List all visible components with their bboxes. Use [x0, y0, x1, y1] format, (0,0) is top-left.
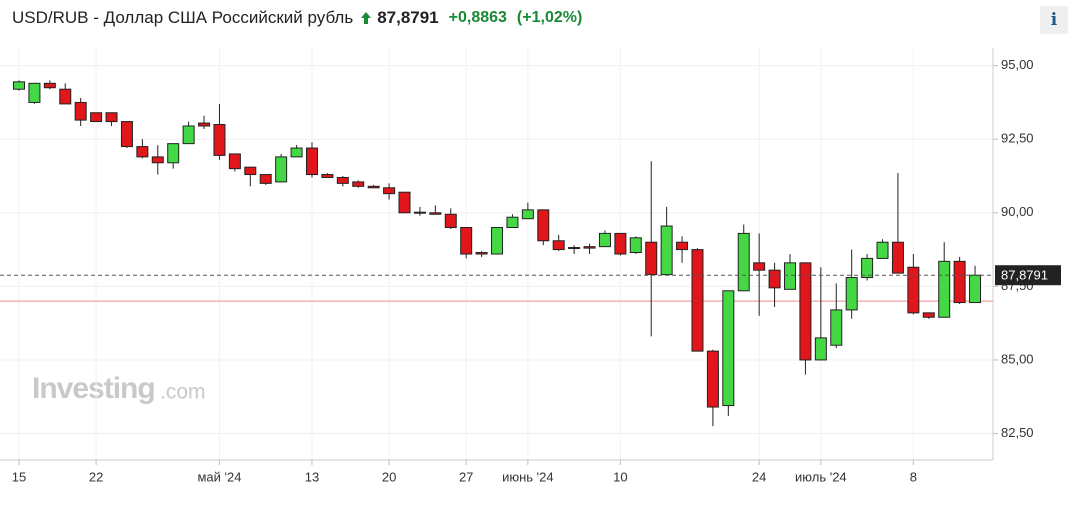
candle-body: [475, 252, 488, 255]
title: USD/RUB - Доллар США Российский рубль: [12, 8, 354, 27]
x-tick-label: 13: [305, 469, 319, 484]
x-tick-label: 15: [12, 469, 26, 484]
candle-body: [136, 146, 149, 158]
candle-body: [907, 266, 920, 314]
candle-body: [506, 216, 519, 229]
candle-body: [290, 147, 303, 158]
y-tick-label: 82,50: [1001, 425, 1034, 440]
candle-body: [167, 143, 180, 164]
candle-body: [645, 241, 658, 276]
x-tick-label: 27: [459, 469, 473, 484]
candle-body: [814, 337, 827, 361]
candle-body: [614, 232, 627, 255]
candle-body: [305, 147, 318, 176]
candle-body: [43, 82, 56, 89]
change: +0,8863: [448, 9, 507, 26]
candle-body: [938, 260, 951, 318]
y-tick-label: 85,00: [1001, 351, 1034, 366]
candle-body: [321, 174, 334, 178]
up-arrow: [361, 12, 372, 24]
candle-body: [876, 241, 889, 259]
candle-body: [629, 237, 642, 254]
candle-body: [444, 213, 457, 229]
watermark-suffix: .com: [160, 381, 206, 404]
candle-body: [922, 312, 935, 318]
x-tick-label: 8: [910, 469, 917, 484]
candle-body: [352, 181, 365, 187]
candle-body: [737, 232, 750, 292]
x-tick-label: 22: [89, 469, 103, 484]
candle-body: [799, 262, 812, 361]
candle-body: [491, 227, 504, 255]
candle-body: [891, 241, 904, 274]
candle-body: [521, 209, 534, 220]
x-tick-label: 24: [752, 469, 766, 484]
candle-body: [213, 124, 226, 156]
header: USD/RUB - Доллар США Российский рубль 87…: [12, 6, 582, 30]
candle-body: [460, 227, 473, 255]
candle-body: [198, 122, 211, 127]
candle-body: [552, 240, 565, 251]
candle-body: [691, 249, 704, 352]
price: 87,8791: [377, 8, 439, 27]
candle-body: [722, 290, 735, 407]
price-label-box: [995, 265, 1061, 286]
x-tick-label: май '24: [197, 469, 241, 484]
candle-body: [969, 274, 982, 304]
candle-body: [74, 101, 87, 121]
candle-body: [861, 257, 874, 279]
candle-body: [244, 166, 257, 176]
candle-body: [228, 153, 241, 170]
candle-body: [830, 309, 843, 346]
x-tick-label: 10: [613, 469, 627, 484]
y-tick-label: 95,00: [1001, 57, 1034, 72]
candle-body: [660, 225, 673, 276]
change-percent: (+1,02%): [516, 9, 583, 26]
candle-body: [845, 277, 858, 311]
candle-body: [676, 241, 689, 251]
y-tick-label: 90,00: [1001, 204, 1034, 219]
candle-body: [13, 81, 25, 90]
x-tick-label: июль '24: [795, 469, 847, 484]
candle-body: [598, 232, 611, 248]
candle-body: [784, 262, 796, 290]
x-tick-label: июнь '24: [502, 469, 554, 484]
candle-body: [182, 125, 195, 145]
candle-body: [105, 112, 118, 123]
candle-body: [429, 212, 442, 215]
candle-body: [90, 112, 103, 123]
candle-body: [151, 156, 164, 164]
candle-body: [275, 156, 288, 183]
candle-body: [59, 88, 72, 105]
candle-body: [583, 246, 596, 249]
candle-body: [367, 185, 380, 189]
candle-body: [753, 262, 766, 271]
candle-body: [336, 176, 349, 184]
x-tick-label: 20: [382, 469, 396, 484]
candle-body: [28, 82, 41, 103]
candle-body: [413, 211, 426, 214]
watermark: Investing: [32, 372, 155, 405]
info-button[interactable]: i: [1040, 6, 1068, 34]
y-tick-label: 92,50: [1001, 131, 1034, 146]
candle-body: [259, 174, 272, 184]
candle-body: [568, 247, 581, 250]
candle-body: [537, 209, 550, 242]
candle-body: [398, 191, 411, 214]
candle-body: [768, 269, 781, 289]
candle-body: [706, 350, 719, 408]
candle-body: [120, 121, 133, 148]
candle-body: [953, 260, 966, 304]
price-label: 87,8791: [1001, 268, 1048, 283]
candle-body: [383, 187, 396, 195]
